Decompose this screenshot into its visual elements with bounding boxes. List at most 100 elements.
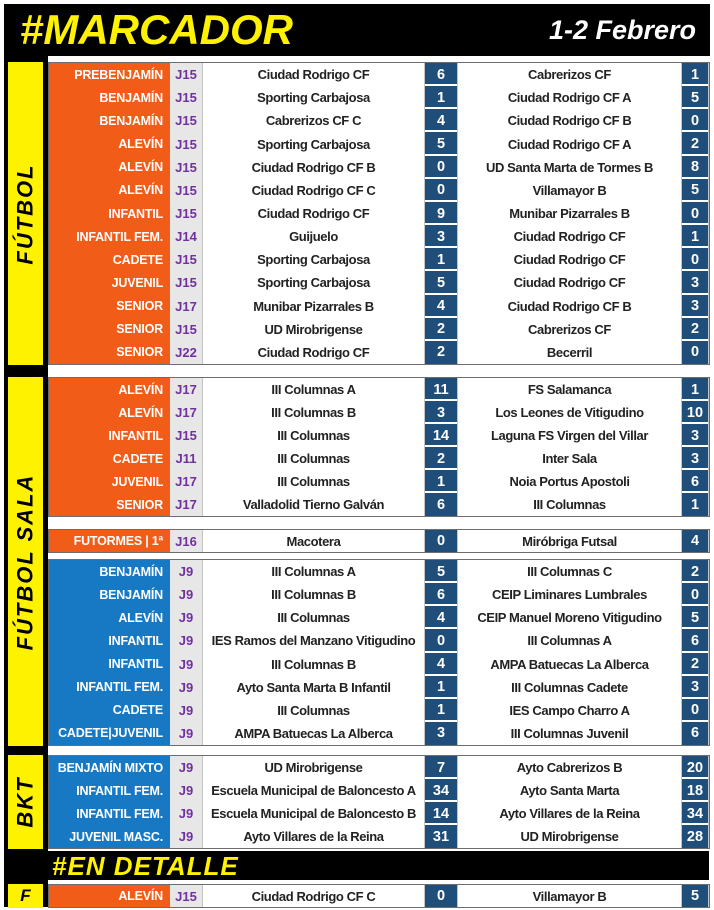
category-label: ALEVÍN [49,401,170,424]
category-label: INFANTIL FEM. [49,802,170,825]
match-row: INFANTIL FEM. J9 Escuela Municipal de Ba… [49,802,709,825]
match-row: PREBENJAMÍN J15 Ciudad Rodrigo CF 6 Cabr… [49,63,709,87]
home-team-name: Cabrerizos CF C [202,109,424,133]
away-team-score: 6 [681,470,709,493]
away-team-score: 5 [681,885,709,907]
home-team-name: III Columnas A [202,378,424,401]
away-team-name: Ciudad Rodrigo CF [457,248,681,272]
match-row: INFANTIL J9 IES Ramos del Manzano Vitigu… [49,629,709,653]
home-team-name: Macotera [202,530,424,552]
category-label: INFANTIL FEM. [49,225,170,249]
match-row: SENIOR J22 Ciudad Rodrigo CF 2 Becerril … [49,340,709,365]
home-team-name: III Columnas B [202,401,424,424]
category-label: BENJAMÍN [49,109,170,133]
matchday-label: J15 [170,201,202,226]
away-team-name: Miróbriga Futsal [457,530,681,552]
away-team-score: 3 [681,675,709,699]
matchday-label: J11 [170,447,202,470]
away-team-score: 3 [681,271,709,295]
home-team-score: 4 [424,294,457,318]
category-label: BENJAMÍN [49,86,170,110]
match-row: JUVENIL J15 Sporting Carbajosa 5 Ciudad … [49,271,709,295]
away-team-name: Munibar Pizarrales B [457,201,681,226]
matchday-label: J22 [170,340,202,365]
category-label: SENIOR [49,340,170,365]
away-team-name: III Columnas A [457,629,681,653]
home-team-name: Escuela Municipal de Baloncesto B [202,802,424,825]
matchday-label: J9 [170,756,202,779]
away-team-name: Inter Sala [457,447,681,470]
home-team-score: 1 [424,698,457,722]
home-team-score: 9 [424,201,457,226]
away-team-name: III Columnas C [457,560,681,584]
away-team-score: 1 [681,225,709,249]
matchday-label: J9 [170,675,202,699]
away-team-score: 0 [681,201,709,226]
match-row: INFANTIL FEM. J9 Escuela Municipal de Ba… [49,779,709,802]
matchday-label: J15 [170,109,202,133]
futbol-sala-results-table: ALEVÍN J17 III Columnas A 11 FS Salamanc… [48,377,710,517]
away-team-score: 4 [681,530,709,552]
away-team-score: 5 [681,86,709,110]
away-team-name: III Columnas Cadete [457,675,681,699]
away-team-name: Becerril [457,340,681,365]
matchday-label: J15 [170,132,202,156]
match-row: CADETE J9 III Columnas 1 IES Campo Charr… [49,698,709,722]
match-row: ALEVÍN J17 III Columnas A 11 FS Salamanc… [49,378,709,401]
basketball-results-table: BENJAMÍN MIXTO J9 UD Mirobrigense 7 Ayto… [48,755,710,849]
away-team-score: 6 [681,721,709,745]
match-row: INFANTIL J15 Ciudad Rodrigo CF 9 Munibar… [49,201,709,226]
away-team-score: 1 [681,63,709,87]
away-team-score: 28 [681,825,709,848]
sidebar-section-futbol: FÚTBOL [8,62,43,365]
away-team-score: 18 [681,779,709,802]
match-row: SENIOR J17 Valladolid Tierno Galván 6 II… [49,493,709,516]
home-team-name: Valladolid Tierno Galván [202,493,424,516]
home-team-name: UD Mirobrigense [202,756,424,779]
match-row: BENJAMÍN J9 III Columnas B 6 CEIP Limina… [49,583,709,607]
away-team-score: 0 [681,340,709,365]
category-label: BENJAMÍN [49,583,170,607]
away-team-name: Ayto Villares de la Reina [457,802,681,825]
futbol-sala-school-results-table: BENJAMÍN J9 III Columnas A 5 III Columna… [48,559,710,746]
sidebar-section-label: BKT [12,776,38,828]
category-label: SENIOR [49,294,170,318]
matchday-label: J9 [170,825,202,848]
matchday-label: J17 [170,378,202,401]
matchday-label: J15 [170,271,202,295]
away-team-name: Villamayor B [457,178,681,202]
away-team-score: 1 [681,493,709,516]
header-date: 1-2 Febrero [548,14,696,45]
sidebar-section-label: FÚTBOL [12,162,38,265]
home-team-score: 6 [424,583,457,607]
futbol-results-table: PREBENJAMÍN J15 Ciudad Rodrigo CF 6 Cabr… [48,62,710,365]
home-team-score: 14 [424,424,457,447]
home-team-name: III Columnas [202,470,424,493]
matchday-label: J9 [170,629,202,653]
matchday-label: J17 [170,401,202,424]
away-team-score: 2 [681,132,709,156]
category-label: JUVENIL [49,470,170,493]
match-row: CADETE J15 Sporting Carbajosa 1 Ciudad R… [49,248,709,272]
match-row: CADETE|JUVENIL J9 AMPA Batuecas La Alber… [49,721,709,745]
home-team-score: 0 [424,629,457,653]
category-label: INFANTIL FEM. [49,779,170,802]
category-label: CADETE [49,447,170,470]
matchday-label: J9 [170,560,202,584]
category-label: INFANTIL FEM. [49,675,170,699]
home-team-score: 11 [424,378,457,401]
matchday-label: J9 [170,802,202,825]
matchday-label: J9 [170,698,202,722]
away-team-name: III Columnas [457,493,681,516]
away-team-name: Laguna FS Virgen del Villar [457,424,681,447]
away-team-name: AMPA Batuecas La Alberca [457,652,681,676]
detail-banner-title: #EN DETALLE [52,850,239,881]
home-team-score: 5 [424,132,457,156]
match-row: BENJAMÍN J15 Cabrerizos CF C 4 Ciudad Ro… [49,109,709,133]
home-team-name: Ciudad Rodrigo CF [202,63,424,87]
matchday-label: J14 [170,225,202,249]
home-team-score: 0 [424,178,457,202]
sidebar-section-futbol-sala: FÚTBOL SALA [8,377,43,746]
away-team-name: Ciudad Rodrigo CF B [457,109,681,133]
futormes-results-table: FUTORMES | 1ª J16 Macotera 0 Miróbriga F… [48,529,710,553]
